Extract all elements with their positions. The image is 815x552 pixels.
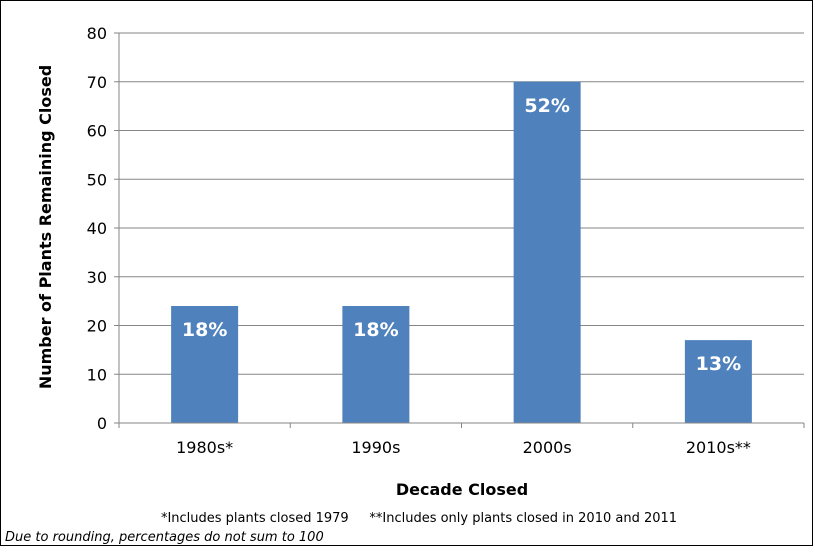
y-tick-label-0: 0 bbox=[97, 414, 107, 433]
x-axis-title: Decade Closed bbox=[396, 480, 528, 499]
y-tick-label-5: 50 bbox=[87, 170, 107, 189]
x-tick-labels: 1980s* 1990s 2000s 2010s** bbox=[118, 423, 805, 457]
x-tick-label-0: 1980s* bbox=[176, 438, 233, 457]
y-axis-title: Number of Plants Remaining Closed bbox=[36, 65, 55, 389]
bar-0 bbox=[171, 306, 239, 423]
x-tick-label-2: 2000s bbox=[523, 438, 572, 457]
bars bbox=[171, 81, 752, 423]
y-tick-label-4: 40 bbox=[87, 219, 107, 238]
y-tick-labels: 0 10 20 30 40 50 60 70 80 bbox=[87, 24, 119, 433]
y-tick-label-1: 10 bbox=[87, 365, 107, 384]
data-label-1: 18% bbox=[353, 319, 398, 341]
data-labels: 18% 18% 52% 13% bbox=[182, 95, 741, 375]
y-tick-label-3: 30 bbox=[87, 268, 107, 287]
footnote: *Includes plants closed 1979 **Includes … bbox=[161, 511, 677, 526]
bar-2 bbox=[513, 81, 581, 423]
data-label-3: 13% bbox=[696, 353, 741, 375]
y-tick-label-8: 80 bbox=[87, 24, 107, 43]
bar-3 bbox=[684, 340, 752, 423]
y-tick-label-7: 70 bbox=[87, 73, 107, 92]
bar-1 bbox=[342, 306, 410, 423]
data-label-2: 52% bbox=[524, 95, 569, 117]
data-label-0: 18% bbox=[182, 319, 227, 341]
x-tick-label-3: 2010s** bbox=[686, 438, 751, 457]
x-tick-label-1: 1990s bbox=[351, 438, 400, 457]
rounding-note: Due to rounding, percentages do not sum … bbox=[5, 530, 324, 545]
y-tick-label-2: 20 bbox=[87, 317, 107, 336]
y-tick-label-6: 60 bbox=[87, 122, 107, 141]
